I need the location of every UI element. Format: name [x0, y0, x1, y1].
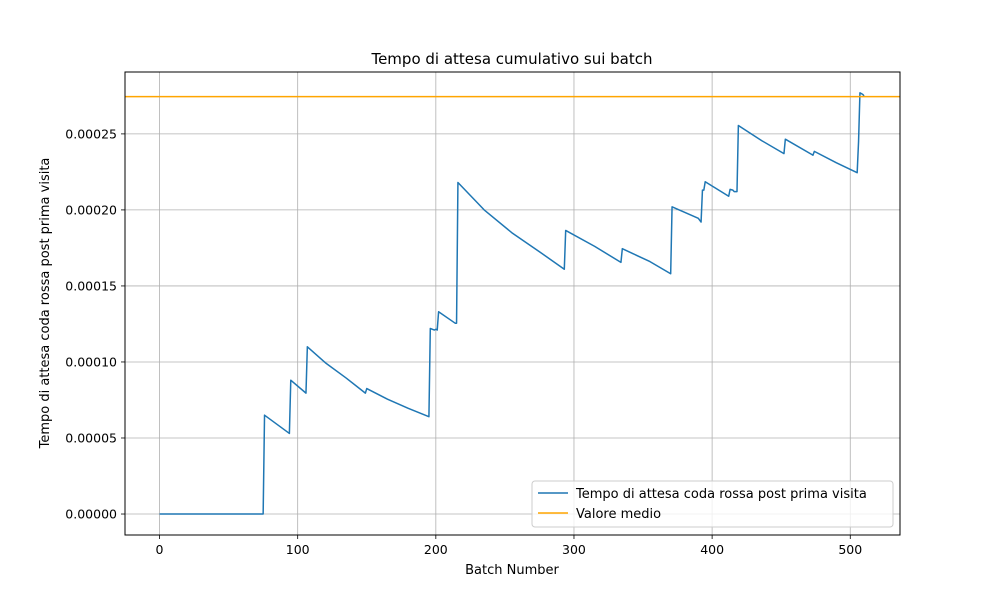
y-tick-label: 0.00020 [65, 202, 117, 217]
x-axis: 0 100 200 300 400 500 [156, 535, 862, 557]
x-tick-label: 0 [156, 542, 164, 557]
y-axis-label: Tempo di attesa coda rossa post prima vi… [38, 158, 53, 450]
plot-frame [124, 71, 901, 536]
x-tick-label: 500 [838, 542, 862, 557]
y-tick-label: 0.00015 [65, 278, 117, 293]
grid [125, 72, 900, 535]
x-tick-label: 100 [286, 542, 310, 557]
chart-title: Tempo di attesa cumulativo sui batch [370, 50, 652, 68]
y-axis: 0.00000 0.00005 0.00010 0.00015 0.00020 0.000… [65, 126, 125, 522]
series-line-waiting-time [159, 92, 865, 515]
plot-area [125, 92, 900, 515]
x-tick-label: 300 [562, 542, 586, 557]
legend-label-mean: Valore medio [576, 507, 661, 522]
x-axis-label: Batch Number [465, 563, 559, 578]
x-tick-label: 400 [700, 542, 724, 557]
legend: Tempo di attesa coda rossa post prima vi… [531, 480, 894, 528]
y-tick-label: 0.00025 [65, 126, 117, 141]
legend-box [531, 480, 894, 528]
y-tick-label: 0.00010 [65, 354, 117, 369]
y-tick-label: 0.00000 [65, 507, 117, 522]
y-tick-label: 0.00005 [65, 430, 117, 445]
x-tick-label: 200 [424, 542, 448, 557]
legend-label-series: Tempo di attesa coda rossa post prima vi… [575, 487, 867, 502]
